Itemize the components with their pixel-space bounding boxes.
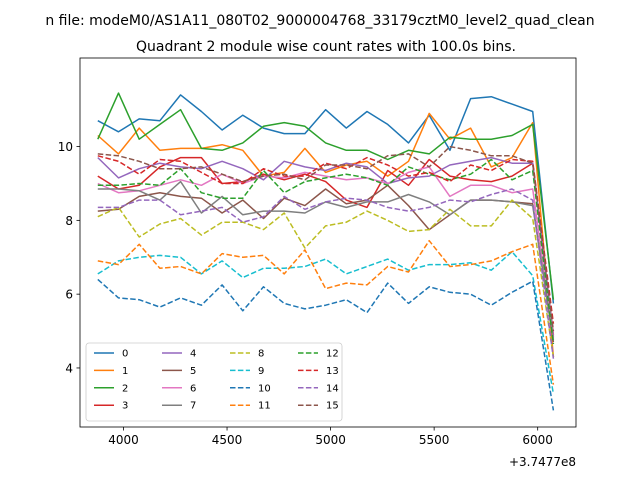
legend-box (85, 342, 343, 422)
legend-label-11: 11 (258, 401, 271, 412)
series-line-11 (97, 239, 555, 385)
series-line-8 (97, 199, 555, 358)
series-line-9 (97, 250, 555, 394)
series-line-13 (97, 155, 555, 324)
legend-label-12: 12 (326, 349, 339, 360)
figure-suptitle: n file: modeM0/AS1A11_080T02_9000004768_… (45, 13, 594, 29)
y-tick-label: 6 (65, 288, 73, 302)
series-line-12 (97, 158, 555, 345)
legend-label-14: 14 (326, 383, 339, 394)
series-line-15 (97, 145, 555, 332)
legend-label-1: 1 (122, 366, 128, 377)
series-line-10 (97, 278, 555, 411)
series-line-3 (97, 156, 555, 335)
x-tick-label: 6000 (522, 433, 553, 447)
x-axis-offset-label: +3.7477e8 (509, 455, 576, 469)
chart-title: Quadrant 2 module wise count rates with … (136, 39, 516, 55)
legend-label-4: 4 (190, 349, 196, 360)
y-tick-label: 4 (65, 361, 73, 375)
plot-frame (79, 57, 577, 428)
legend-label-3: 3 (122, 401, 128, 412)
y-tick-label: 8 (65, 214, 73, 228)
legend-label-0: 0 (122, 349, 128, 360)
series-line-14 (97, 188, 555, 359)
x-tick-label: 5500 (419, 433, 450, 447)
legend-label-13: 13 (326, 366, 339, 377)
legend-label-10: 10 (258, 383, 271, 394)
legend-label-2: 2 (122, 383, 128, 394)
legend-label-9: 9 (258, 366, 264, 377)
series-line-2 (97, 92, 555, 300)
legend-label-7: 7 (190, 401, 196, 412)
legend-label-5: 5 (190, 366, 196, 377)
series-line-1 (97, 112, 555, 357)
x-tick-label: 4000 (108, 433, 139, 447)
series-line-4 (97, 156, 555, 337)
legend-label-6: 6 (190, 383, 196, 394)
legend-label-8: 8 (258, 349, 264, 360)
series-line-6 (97, 166, 555, 339)
legend-label-15: 15 (326, 401, 339, 412)
series-line-0 (97, 94, 555, 304)
x-tick-label: 4500 (212, 433, 243, 447)
x-tick-label: 5000 (315, 433, 346, 447)
y-tick-label: 10 (58, 140, 73, 154)
